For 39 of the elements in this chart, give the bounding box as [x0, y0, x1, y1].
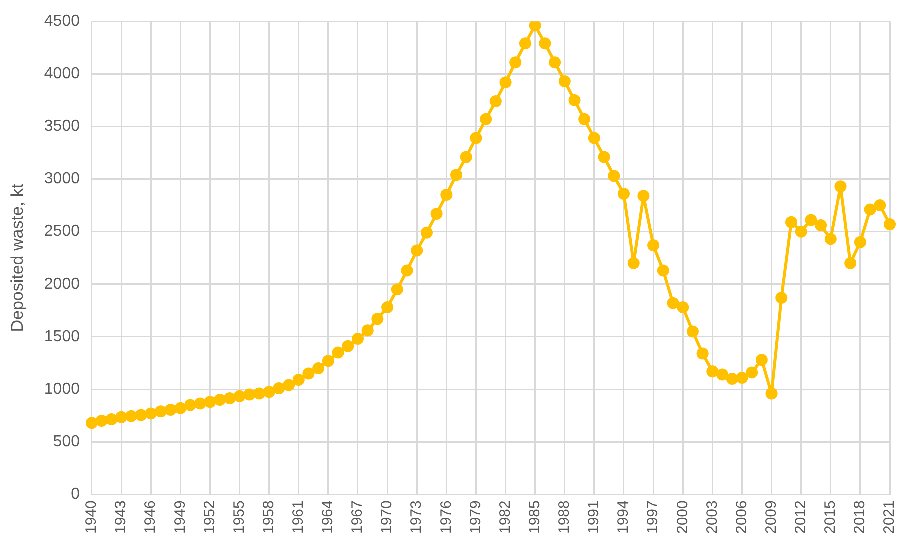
- x-tick-label: 2015: [822, 500, 840, 534]
- x-tick-label: 1982: [496, 500, 514, 534]
- y-tick-label: 500: [53, 433, 80, 450]
- y-tick-label: 3500: [44, 118, 80, 136]
- x-tick-label: 1979: [467, 500, 484, 534]
- y-tick-label: 1500: [44, 328, 80, 346]
- x-tick-label: 1943: [112, 500, 130, 534]
- x-tick-label: 2012: [792, 500, 810, 534]
- x-tick-label: 1964: [320, 500, 337, 534]
- x-tick-label: 2009: [762, 500, 780, 534]
- x-tick-label: 1991: [586, 500, 603, 534]
- x-tick-label: 2003: [704, 500, 721, 534]
- x-tick-label: 1976: [438, 500, 455, 534]
- x-tick-label: 1949: [172, 500, 189, 534]
- y-tick-label: 4000: [44, 66, 80, 83]
- x-tick-label: 1973: [408, 500, 426, 534]
- y-tick-label: 4500: [44, 13, 80, 30]
- x-tick-label: 2000: [674, 500, 692, 534]
- x-tick-label: 2021: [881, 500, 898, 534]
- x-tick-label: 1967: [349, 500, 366, 534]
- x-tick-label: 1961: [290, 500, 308, 534]
- x-tick-label: 2006: [733, 500, 750, 534]
- y-tick-label: 3000: [44, 170, 80, 188]
- x-tick-label: 2018: [852, 500, 869, 534]
- x-tick-label: 1970: [378, 500, 396, 534]
- x-tick-label: 1946: [142, 500, 160, 534]
- y-tick-label: 0: [71, 486, 80, 504]
- x-tick-label: 1952: [201, 500, 218, 534]
- x-tick-label: 1988: [556, 500, 574, 534]
- y-axis-title: Deposited waste, kt: [8, 184, 27, 332]
- y-tick-label: 1000: [44, 380, 80, 398]
- y-tick-label: 2500: [44, 223, 80, 240]
- x-tick-label: 1985: [526, 500, 544, 534]
- x-tick-label: 1997: [644, 500, 662, 534]
- x-tick-label: 1994: [615, 500, 632, 534]
- x-tick-label: 1940: [83, 500, 100, 534]
- x-tick-label: 1955: [230, 500, 248, 534]
- y-tick-label: 2000: [44, 276, 80, 293]
- x-tick-label: 1958: [260, 500, 278, 534]
